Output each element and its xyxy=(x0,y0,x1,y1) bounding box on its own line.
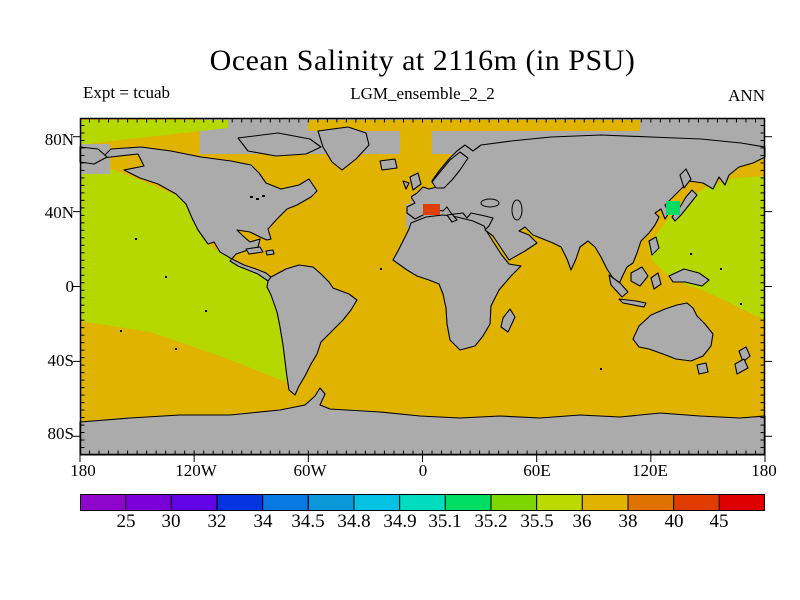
colorbar-label-30: 30 xyxy=(161,511,181,532)
scandinavia xyxy=(431,151,469,189)
colorbar-label-34-5: 34.5 xyxy=(291,511,325,532)
colorbar-cell-11 xyxy=(581,494,629,511)
colorbar-label-38: 38 xyxy=(618,511,638,532)
eurasia xyxy=(406,134,766,285)
run-label: LGM_ensemble_2_2 xyxy=(350,84,495,103)
lat-label-80n: 80N xyxy=(44,130,74,149)
contour-speckles xyxy=(120,238,742,370)
iceland xyxy=(379,158,398,171)
colorbar-cell-7 xyxy=(399,494,446,511)
north-america xyxy=(101,146,318,282)
lon-label-180e: 180 xyxy=(751,461,777,480)
colorbar-cell-0 xyxy=(80,494,127,511)
colorbar-label-35-1: 35.1 xyxy=(428,511,462,532)
colorbar-label-45: 45 xyxy=(709,511,729,532)
colorbar-cell-10 xyxy=(536,494,583,511)
lon-label-120e: 120E xyxy=(632,461,668,480)
colorbar-cell-6 xyxy=(353,494,401,511)
landmasses xyxy=(79,126,766,456)
colorbar-cell-14 xyxy=(718,494,766,511)
new-zealand-north xyxy=(738,346,751,363)
lon-label-120w: 120W xyxy=(175,461,217,480)
colorbar-label-34-9: 34.9 xyxy=(383,511,417,532)
new-guinea xyxy=(668,268,710,287)
colorbar-label-32: 32 xyxy=(207,511,227,532)
colorbar-label-34: 34 xyxy=(253,511,273,532)
madagascar xyxy=(500,308,516,333)
ireland xyxy=(402,180,410,190)
lat-label-eq: 0 xyxy=(65,277,75,296)
lon-label-60e: 60E xyxy=(523,461,551,480)
hispaniola xyxy=(265,249,275,256)
antarctica xyxy=(79,387,766,456)
colorbar-label-36: 36 xyxy=(572,511,592,532)
map-panel xyxy=(73,117,772,462)
colorbar-label-34-8: 34.8 xyxy=(337,511,371,532)
lon-label-0: 0 xyxy=(418,461,428,480)
colorbar-cell-8 xyxy=(444,494,492,511)
great-britain xyxy=(409,172,422,191)
lon-label-60w: 60W xyxy=(293,461,327,480)
cuba xyxy=(245,246,264,255)
greenland xyxy=(317,126,370,171)
colorbar-label-35-5: 35.5 xyxy=(520,511,554,532)
sea-of-japan-cell-35p1-35p2 xyxy=(666,201,680,215)
colorbar-cell-12 xyxy=(627,494,675,511)
sakhalin xyxy=(679,168,692,189)
colorbar-cell-13 xyxy=(673,494,720,511)
lat-label-40n: 40N xyxy=(44,203,74,222)
biscay-gold-cell xyxy=(398,190,411,204)
lat-label-40s: 40S xyxy=(47,351,74,370)
arctic-gold-strip xyxy=(308,120,640,131)
tasmania xyxy=(696,362,709,375)
great-lakes xyxy=(250,195,265,200)
sulawesi xyxy=(650,272,662,290)
norwegian-sea-gold xyxy=(400,122,432,168)
canadian-arctic-islands xyxy=(237,132,322,157)
colorbar-cell-2 xyxy=(170,494,218,511)
colorbar-cell-3 xyxy=(216,494,264,511)
colorbar-cell-9 xyxy=(490,494,538,511)
colorbar xyxy=(80,494,766,511)
colorbar-label-35-2: 35.2 xyxy=(474,511,508,532)
page-title: Ocean Salinity at 2116m (in PSU) xyxy=(209,44,636,77)
lat-label-80s: 80S xyxy=(47,424,74,443)
colorbar-cell-1 xyxy=(125,494,172,511)
philippines xyxy=(648,236,660,256)
lon-label-180w: 180 xyxy=(70,461,96,480)
caspian-sea-outline xyxy=(511,199,523,221)
new-zealand-south xyxy=(734,358,749,375)
west-mediterranean-cell-40-45 xyxy=(423,204,440,215)
black-sea-outline xyxy=(480,198,500,208)
east-pacific xyxy=(80,168,291,384)
season-label: ANN xyxy=(728,86,765,105)
colorbar-label-25: 25 xyxy=(116,511,136,532)
colorbar-label-40: 40 xyxy=(664,511,684,532)
australia xyxy=(632,302,714,362)
colorbar-cell-5 xyxy=(307,494,355,511)
arctic-nw-strip xyxy=(80,120,228,145)
south-america xyxy=(266,264,358,396)
colorbar-cell-4 xyxy=(262,494,309,511)
experiment-label: Expt = tcuab xyxy=(83,83,171,102)
borneo xyxy=(630,266,649,287)
sumatra xyxy=(608,274,629,298)
java xyxy=(618,298,647,308)
world-map xyxy=(73,117,772,462)
africa xyxy=(392,214,522,351)
map-frame xyxy=(79,117,766,456)
